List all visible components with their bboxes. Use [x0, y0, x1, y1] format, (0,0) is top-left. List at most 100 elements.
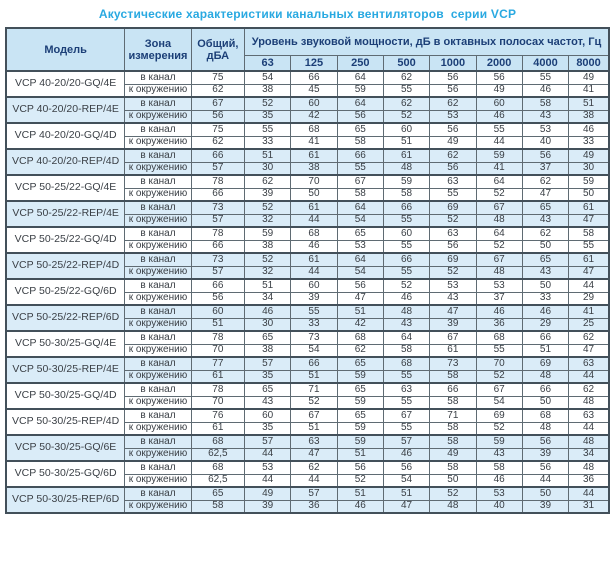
col-header-freq-63: 63: [244, 54, 292, 72]
band-cell: 67: [475, 252, 523, 267]
band-cell: 57: [382, 434, 431, 449]
band-cell: 52: [475, 239, 523, 254]
model-cell: VCP 50-30/25-GQ/6D: [5, 460, 126, 488]
band-cell: 57: [244, 356, 292, 371]
band-cell: 61: [568, 200, 610, 215]
zone-cell: в канал: [124, 382, 192, 397]
band-cell: 63: [290, 434, 338, 449]
table-row: VCP 50-30/25-REP/4E в канал 77 57 66 65 68 73 70…: [5, 356, 610, 384]
table-header: Модель Зона измерения Общий, дБА Уровень…: [5, 27, 610, 72]
model-cell: VCP 50-30/25-GQ/4E: [5, 330, 126, 358]
band-cell: 38: [568, 109, 610, 124]
band-cell: 60: [244, 408, 292, 423]
table-row: VCP 50-25/22-REP/6D в канал 60 46 55 51 48 47 46…: [5, 304, 610, 332]
table-row: VCP 50-25/22-GQ/4E в канал 78 62 70 67 59 63 64 6…: [5, 174, 610, 202]
band-cell: 30: [244, 161, 292, 176]
band-cell: 52: [290, 395, 338, 410]
band-cell: 46: [382, 291, 431, 306]
band-cell: 65: [336, 408, 384, 423]
band-cell: 39: [521, 447, 570, 462]
band-cell: 39: [290, 291, 338, 306]
band-cell: 50: [521, 486, 570, 501]
band-cell: 63: [568, 356, 610, 371]
band-cell: 52: [244, 252, 292, 267]
band-cell: 65: [244, 382, 292, 397]
zone-cell: в канал: [124, 226, 192, 241]
table-row: VCP 50-30/25-REP/4D в канал 76 60 67 65 67 71 69…: [5, 408, 610, 436]
model-cell: VCP 50-25/22-REP/4D: [5, 252, 126, 280]
col-header-freq-8000: 8000: [568, 54, 610, 72]
band-cell: 40: [521, 135, 570, 150]
band-cell: 55: [382, 83, 431, 98]
band-cell: 44: [244, 473, 292, 488]
band-cell: 29: [521, 317, 570, 332]
band-cell: 48: [382, 161, 431, 176]
band-cell: 50: [521, 239, 570, 254]
total-cell: 75: [190, 70, 246, 85]
band-cell: 43: [475, 447, 523, 462]
zone-cell: к окружению: [124, 317, 192, 332]
band-cell: 68: [475, 330, 523, 345]
band-cell: 48: [521, 369, 570, 384]
band-cell: 49: [568, 148, 610, 163]
band-cell: 56: [336, 278, 384, 293]
zone-cell: к окружению: [124, 447, 192, 462]
total-cell: 78: [190, 226, 246, 241]
model-cell: VCP 40-20/20-GQ/4D: [5, 122, 126, 150]
band-cell: 58: [429, 460, 477, 475]
band-cell: 54: [475, 395, 523, 410]
band-cell: 29: [568, 291, 610, 306]
table-row: VCP 50-30/25-GQ/6E в канал 68 57 63 59 57 58 59 5…: [5, 434, 610, 462]
zone-cell: в канал: [124, 408, 192, 423]
total-cell: 56: [190, 109, 246, 124]
total-cell: 62: [190, 135, 246, 150]
band-cell: 48: [568, 395, 610, 410]
band-cell: 46: [568, 122, 610, 137]
band-cell: 44: [290, 213, 338, 228]
band-cell: 35: [244, 421, 292, 436]
band-cell: 43: [429, 291, 477, 306]
table-row: к окружению 62,5 44 44 52 54 50 46 44 36: [6, 473, 610, 488]
band-cell: 55: [382, 239, 431, 254]
zone-cell: в канал: [124, 304, 192, 319]
band-cell: 50: [429, 473, 477, 488]
band-cell: 64: [382, 330, 431, 345]
acoustics-table: Модель Зона измерения Общий, дБА Уровень…: [5, 27, 610, 514]
total-cell: 75: [190, 122, 246, 137]
table-row: к окружению 66 39 50 58 58 55 52 47 50: [6, 187, 610, 202]
total-cell: 57: [190, 213, 246, 228]
band-cell: 64: [475, 174, 523, 189]
band-cell: 73: [290, 330, 338, 345]
band-cell: 65: [336, 356, 384, 371]
band-cell: 34: [568, 447, 610, 462]
band-cell: 35: [244, 369, 292, 384]
band-cell: 59: [568, 174, 610, 189]
band-cell: 46: [475, 473, 523, 488]
band-cell: 38: [290, 161, 338, 176]
band-cell: 47: [429, 304, 477, 319]
table-row: к окружению 56 35 42 56 52 53 46 43 38: [6, 109, 610, 124]
band-cell: 52: [382, 109, 431, 124]
table-row: VCP 40-20/20-GQ/4D в канал 75 55 68 65 60 56 55 5…: [5, 122, 610, 150]
band-cell: 44: [290, 473, 338, 488]
band-cell: 55: [429, 187, 477, 202]
col-header-freq-1000: 1000: [429, 54, 477, 72]
zone-cell: к окружению: [124, 109, 192, 124]
band-cell: 53: [521, 122, 570, 137]
model-cell: VCP 50-30/25-REP/4D: [5, 408, 126, 436]
model-cell: VCP 50-30/25-GQ/4D: [5, 382, 126, 410]
col-header-zone: Зона измерения: [124, 27, 192, 72]
band-cell: 47: [382, 499, 431, 514]
band-cell: 65: [521, 252, 570, 267]
band-cell: 44: [568, 278, 610, 293]
band-cell: 68: [382, 356, 431, 371]
band-cell: 54: [336, 265, 384, 280]
zone-cell: в канал: [124, 122, 192, 137]
model-cell: VCP 50-30/25-REP/6D: [5, 486, 126, 514]
band-cell: 33: [521, 291, 570, 306]
model-cell: VCP 50-30/25-REP/4E: [5, 356, 126, 384]
band-cell: 45: [290, 83, 338, 98]
band-cell: 55: [244, 122, 292, 137]
band-cell: 51: [568, 96, 610, 111]
band-cell: 51: [382, 135, 431, 150]
